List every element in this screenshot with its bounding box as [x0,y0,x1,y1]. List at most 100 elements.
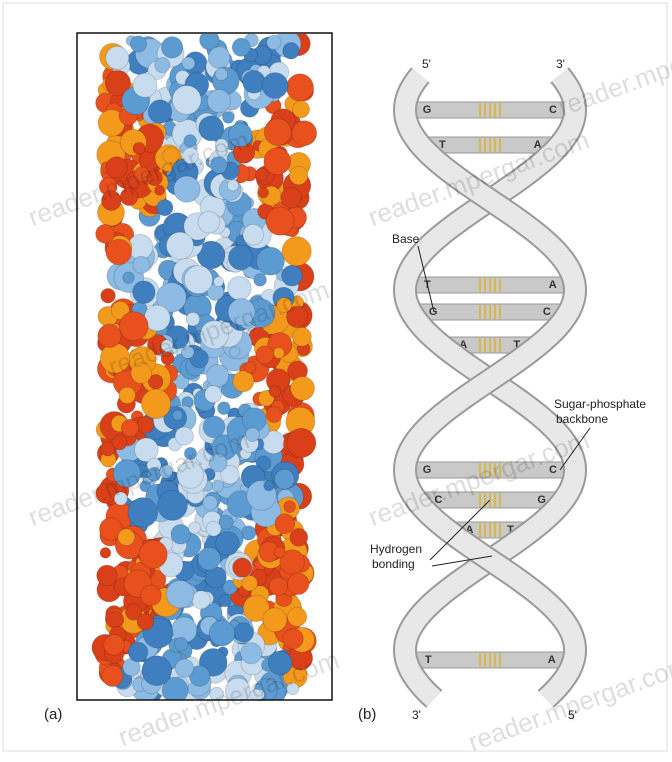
atom [276,297,293,314]
atom [286,427,317,458]
atom [138,539,168,570]
atom [180,345,195,360]
panel-label: (b) [358,706,376,723]
atom [183,265,214,295]
atom [266,34,282,51]
atom [112,459,142,488]
atom [133,437,159,463]
atom [214,67,229,81]
atom [132,255,151,274]
callout: backbone [556,412,608,426]
atom [136,612,155,631]
atom [257,187,270,199]
atom [281,236,312,267]
atom [290,375,316,401]
atom [231,37,251,57]
atom [233,622,254,643]
atom [263,147,292,176]
atom [160,339,174,353]
atom [274,513,296,535]
atom [132,280,156,304]
atom [213,276,225,288]
atom [154,57,171,74]
atom [165,231,195,260]
atom [285,73,314,102]
atom [243,361,257,374]
atom [227,297,256,326]
atom [161,676,189,700]
backbone [394,68,586,707]
atom [292,100,311,119]
atom [188,665,211,687]
atom [147,99,173,124]
base: A [549,279,557,291]
callout: Hydrogen [370,542,422,556]
atom [176,461,205,489]
space-filling-model [91,34,318,700]
atom [232,370,255,393]
atom [255,246,285,276]
atom [95,223,115,244]
atom [187,521,202,535]
atom [130,362,153,384]
panel-a-box [76,32,333,701]
atom [279,549,305,575]
atom [124,603,143,621]
atom [218,514,234,530]
atom [283,500,297,514]
atom [132,141,146,156]
base: A [534,139,542,151]
atom [218,594,232,608]
atom [118,386,136,405]
atom [100,190,122,211]
atom [273,468,295,490]
atom [281,264,303,287]
atom [113,491,128,506]
atom [104,69,132,97]
atom [261,72,289,99]
atom [95,482,117,504]
end-label: 3' [556,57,565,71]
atom [282,628,304,650]
atom [291,326,312,347]
base: T [425,654,432,666]
atom [101,664,124,688]
callout: bonding [372,557,415,571]
atom [171,409,184,421]
atom [228,346,241,358]
atom [170,524,192,545]
base: C [543,306,551,318]
atom [242,70,266,94]
atom [129,35,148,53]
atom [139,480,152,493]
atom [196,240,226,270]
atom [199,320,230,350]
atom [97,323,122,349]
atom [174,658,195,678]
atom [268,385,282,398]
atom [100,287,116,304]
atom [245,427,260,443]
atom [141,655,173,686]
atom [173,636,189,652]
atom [267,650,293,676]
atom [241,575,258,592]
atom [221,111,235,124]
atom [227,244,254,271]
atom [100,441,116,457]
atom [282,42,300,60]
atom [197,210,221,234]
atom [206,88,232,114]
atom [118,311,149,342]
atom [286,305,309,329]
atom [263,479,275,492]
atom [105,238,132,266]
atom [253,273,267,287]
atom [255,345,275,365]
atom [181,56,196,71]
atom [226,179,239,192]
atom [183,134,197,148]
atom [165,579,195,609]
